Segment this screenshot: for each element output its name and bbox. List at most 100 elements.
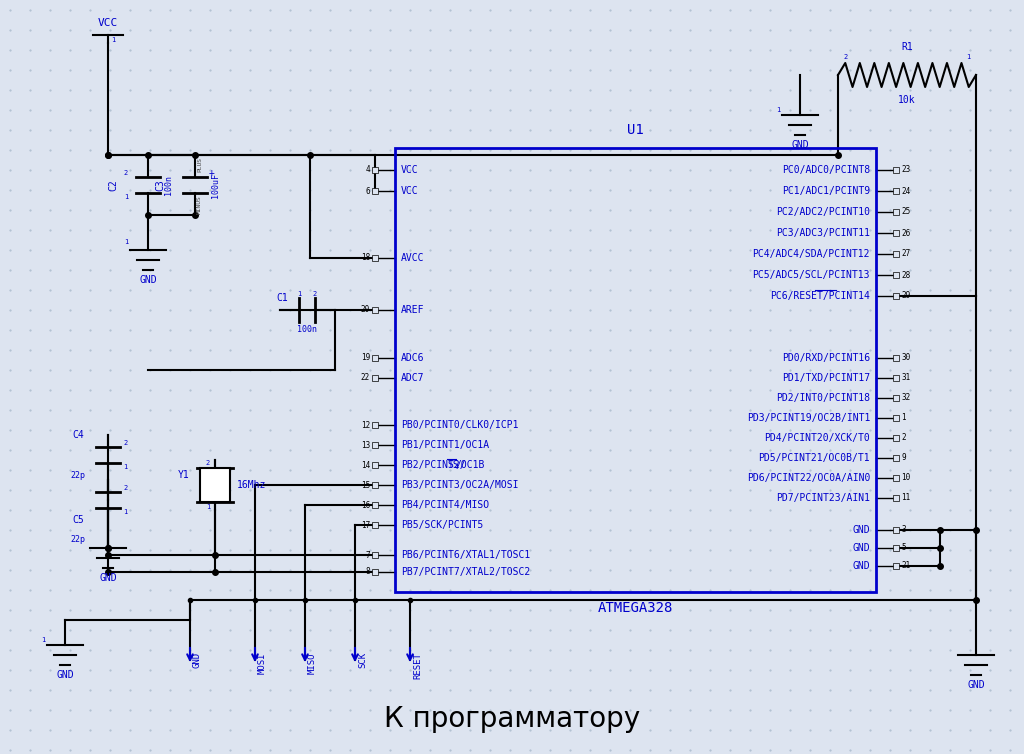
Text: 2: 2	[123, 485, 127, 491]
Text: 32: 32	[901, 394, 910, 403]
Text: 2: 2	[123, 440, 127, 446]
Text: PB0/PCINT0/CLK0/ICP1: PB0/PCINT0/CLK0/ICP1	[401, 420, 518, 430]
Bar	[893, 188, 899, 194]
Text: PD5/PCINT21/OC0B/T1: PD5/PCINT21/OC0B/T1	[759, 453, 870, 463]
Text: PC4/ADC4/SDA/PCINT12: PC4/ADC4/SDA/PCINT12	[753, 249, 870, 259]
Bar	[893, 563, 899, 569]
Text: 1: 1	[206, 504, 210, 510]
Text: C4: C4	[72, 430, 84, 440]
Text: ATMEGA328: ATMEGA328	[598, 601, 673, 615]
Text: MOSI: MOSI	[258, 652, 267, 673]
Bar	[893, 209, 899, 215]
Text: 14: 14	[360, 461, 370, 470]
Text: PB2/PCINT2/: PB2/PCINT2/	[401, 460, 466, 470]
Text: GND: GND	[193, 652, 202, 668]
Text: C5: C5	[72, 515, 84, 525]
Text: VCC: VCC	[98, 18, 118, 28]
Text: GND: GND	[56, 670, 74, 680]
Text: MINUS: MINUS	[197, 195, 202, 214]
Text: 13: 13	[360, 440, 370, 449]
Text: 29: 29	[901, 292, 910, 301]
Text: PD1/TXD/PCINT17: PD1/TXD/PCINT17	[782, 373, 870, 383]
Text: PLUS: PLUS	[197, 158, 202, 173]
Bar	[200, 468, 230, 502]
Text: 16Mhz: 16Mhz	[237, 480, 266, 490]
Text: 20: 20	[360, 305, 370, 314]
Text: PB1/PCINT1/OC1A: PB1/PCINT1/OC1A	[401, 440, 489, 450]
Text: 6: 6	[366, 186, 370, 195]
Text: 2: 2	[901, 434, 905, 443]
Text: 30: 30	[901, 354, 910, 363]
Text: AVCC: AVCC	[401, 253, 425, 263]
Text: U1: U1	[627, 123, 644, 137]
Text: PD7/PCINT23/AIN1: PD7/PCINT23/AIN1	[776, 493, 870, 503]
Bar	[893, 167, 899, 173]
Text: Y1: Y1	[178, 470, 190, 480]
Text: 1: 1	[124, 194, 128, 200]
Bar	[372, 375, 378, 381]
Text: 1: 1	[966, 54, 970, 60]
Text: 9: 9	[901, 453, 905, 462]
Text: 1: 1	[111, 37, 116, 43]
Text: 2: 2	[844, 54, 848, 60]
Text: GND: GND	[968, 680, 985, 690]
Text: 2: 2	[206, 460, 210, 466]
Text: 1: 1	[776, 107, 780, 113]
Text: C2: C2	[108, 179, 118, 191]
Bar	[372, 502, 378, 508]
Text: PB7/PCINT7/XTAL2/TOSC2: PB7/PCINT7/XTAL2/TOSC2	[401, 567, 530, 577]
Text: C3: C3	[155, 179, 165, 191]
Text: PB3/PCINT3/OC2A/MOSI: PB3/PCINT3/OC2A/MOSI	[401, 480, 518, 490]
Text: C1: C1	[276, 293, 288, 303]
Text: MISO: MISO	[308, 652, 317, 673]
Text: PC6/RESET/PCINT14: PC6/RESET/PCINT14	[770, 291, 870, 301]
Text: PB5/SCK/PCINT5: PB5/SCK/PCINT5	[401, 520, 483, 530]
Text: 10k: 10k	[898, 95, 915, 105]
Text: 15: 15	[360, 480, 370, 489]
Text: VCC: VCC	[401, 186, 419, 196]
Text: 22p: 22p	[71, 470, 85, 480]
Bar	[893, 527, 899, 533]
Bar	[893, 355, 899, 361]
Bar	[893, 251, 899, 257]
Bar	[372, 307, 378, 313]
Text: +: +	[209, 168, 215, 178]
Text: SCK: SCK	[358, 652, 367, 668]
Text: 2: 2	[124, 170, 128, 176]
Bar	[372, 255, 378, 261]
Bar	[372, 552, 378, 558]
Text: GND: GND	[852, 543, 870, 553]
Text: PD3/PCINT19/OC2B/INT1: PD3/PCINT19/OC2B/INT1	[746, 413, 870, 423]
Text: PC0/ADC0/PCINT8: PC0/ADC0/PCINT8	[782, 165, 870, 175]
Bar	[893, 435, 899, 441]
Bar	[372, 422, 378, 428]
Text: 2: 2	[313, 291, 317, 297]
Text: PC5/ADC5/SCL/PCINT13: PC5/ADC5/SCL/PCINT13	[753, 270, 870, 280]
Bar	[372, 355, 378, 361]
Bar	[893, 230, 899, 236]
Bar	[372, 482, 378, 488]
Text: 1: 1	[124, 239, 128, 245]
Text: 16: 16	[360, 501, 370, 510]
Text: 8: 8	[366, 568, 370, 577]
Text: 1: 1	[41, 637, 45, 643]
Text: SS: SS	[447, 460, 459, 470]
Text: PC2/ADC2/PCINT10: PC2/ADC2/PCINT10	[776, 207, 870, 217]
Text: К программатору: К программатору	[384, 705, 640, 733]
Bar	[372, 188, 378, 194]
Text: ADC7: ADC7	[401, 373, 425, 383]
Text: PB4/PCINT4/MISO: PB4/PCINT4/MISO	[401, 500, 489, 510]
Text: 18: 18	[360, 253, 370, 262]
Text: 21: 21	[901, 562, 910, 571]
Text: 5: 5	[901, 544, 905, 553]
Text: 24: 24	[901, 186, 910, 195]
Text: /OC1B: /OC1B	[456, 460, 485, 470]
Text: 100n: 100n	[297, 326, 317, 335]
Text: PB6/PCINT6/XTAL1/TOSC1: PB6/PCINT6/XTAL1/TOSC1	[401, 550, 530, 560]
Bar	[893, 475, 899, 481]
Text: 4: 4	[366, 165, 370, 174]
Bar	[372, 569, 378, 575]
Bar	[395, 148, 876, 592]
Text: 7: 7	[366, 550, 370, 559]
Text: 27: 27	[901, 250, 910, 259]
